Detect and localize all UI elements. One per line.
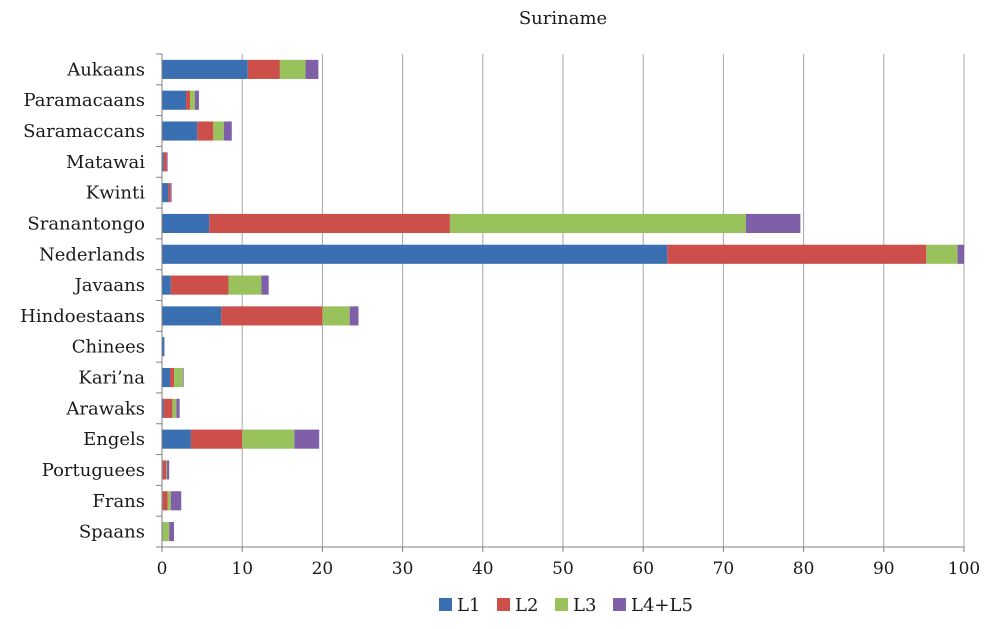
bar-segment: [162, 367, 171, 388]
bar-segment: [162, 121, 198, 141]
axes: [156, 53, 965, 552]
x-tick-label: 50: [552, 559, 574, 579]
bar-segment: [176, 398, 180, 418]
bar-segment: [170, 183, 172, 203]
x-tick-label: 80: [793, 559, 815, 579]
bar-segment: [322, 306, 350, 326]
bar-segment: [294, 429, 320, 449]
bar-segment: [279, 59, 306, 79]
x-tick-label: 100: [948, 559, 980, 579]
bar-segment: [162, 152, 164, 172]
bar-segment: [190, 90, 195, 110]
bar-segment: [162, 244, 668, 264]
category-label: Matawai: [66, 152, 145, 173]
bar-segment: [242, 429, 295, 449]
bars: [162, 59, 964, 542]
bar-segment: [162, 59, 248, 79]
bar-segment: [228, 275, 262, 295]
bar-segment: [162, 429, 191, 449]
legend-swatch: [439, 598, 452, 611]
bar-segment: [209, 213, 450, 234]
bar-segment: [349, 306, 359, 326]
bar-segment: [182, 367, 184, 388]
category-label: Javaans: [73, 275, 145, 296]
x-tick-label: 70: [713, 559, 735, 579]
chart-title: Suriname: [519, 8, 607, 29]
x-tick-label: 30: [392, 559, 414, 579]
category-label: Portuguees: [42, 460, 145, 481]
x-tick-label: 90: [873, 559, 895, 579]
bar-segment: [170, 491, 182, 511]
x-tick-labels: 0 10 20 30 40 50 60 70 80 90 100: [157, 559, 981, 579]
legend-swatch: [555, 598, 568, 611]
bar-segment: [162, 522, 170, 542]
bar-segment: [172, 398, 177, 418]
x-tick-label: 60: [632, 559, 654, 579]
bar-segment: [162, 491, 168, 511]
bar-segment: [162, 398, 164, 418]
bar-segment: [745, 213, 801, 234]
category-labels: Aukaans Paramacaans Saramaccans Matawai Kwin…: [20, 59, 145, 542]
category-label: Engels: [83, 429, 145, 450]
bar-segment: [449, 213, 746, 234]
bar-segment: [162, 183, 169, 203]
bar-segment: [667, 244, 927, 264]
bar-segment: [162, 306, 222, 326]
bar-segment: [162, 460, 167, 480]
bar-segment: [305, 59, 319, 79]
x-tick-label: 20: [312, 559, 334, 579]
category-label: Sranantongo: [27, 213, 145, 234]
bar-segment: [247, 59, 280, 79]
bar-segment: [166, 460, 170, 480]
bar-segment: [190, 429, 243, 449]
category-label: Chinees: [72, 337, 145, 358]
legend-label: L2: [515, 595, 538, 616]
bar-segment: [168, 183, 171, 203]
bar-segment: [223, 121, 232, 141]
legend: L1 L2 L3 L4+L5: [439, 595, 693, 616]
bar-segment: [162, 275, 171, 295]
category-label: Arawaks: [65, 398, 145, 419]
bar-segment: [167, 491, 171, 511]
legend-swatch: [613, 598, 626, 611]
category-label: Paramacaans: [23, 90, 145, 111]
legend-label: L1: [457, 595, 480, 616]
x-tick-label: 40: [472, 559, 494, 579]
bar-segment: [174, 367, 183, 388]
bar-segment: [162, 213, 210, 234]
legend-swatch: [497, 598, 510, 611]
category-label: Hindoestaans: [20, 306, 145, 327]
category-label: Frans: [92, 491, 145, 512]
legend-label: L4+L5: [631, 595, 693, 616]
bar-segment: [957, 244, 964, 264]
category-label: Kwinti: [86, 183, 145, 204]
bar-segment: [166, 152, 168, 172]
x-tick-label: 0: [157, 559, 168, 579]
bar-segment: [261, 275, 269, 295]
bar-segment: [926, 244, 958, 264]
grid: [241, 54, 965, 547]
bar-segment: [186, 90, 191, 110]
bar-segment: [169, 522, 175, 542]
x-tick-label: 10: [231, 559, 253, 579]
bar-segment: [221, 306, 323, 326]
category-label: Nederlands: [39, 244, 145, 265]
category-label: Spaans: [79, 522, 145, 543]
bar-segment: [170, 275, 229, 295]
bar-segment: [194, 90, 199, 110]
legend-label: L3: [573, 595, 596, 616]
bar-segment: [170, 367, 175, 388]
bar-segment: [163, 398, 173, 418]
category-label: Kari’na: [78, 368, 145, 389]
bar-segment: [197, 121, 214, 141]
bar-segment: [162, 90, 187, 110]
bar-segment: [163, 152, 167, 172]
bar-segment: [162, 337, 165, 357]
bar-segment: [213, 121, 224, 141]
category-label: Saramaccans: [23, 121, 145, 142]
bar-segment: [166, 460, 167, 480]
category-label: Aukaans: [66, 59, 145, 80]
